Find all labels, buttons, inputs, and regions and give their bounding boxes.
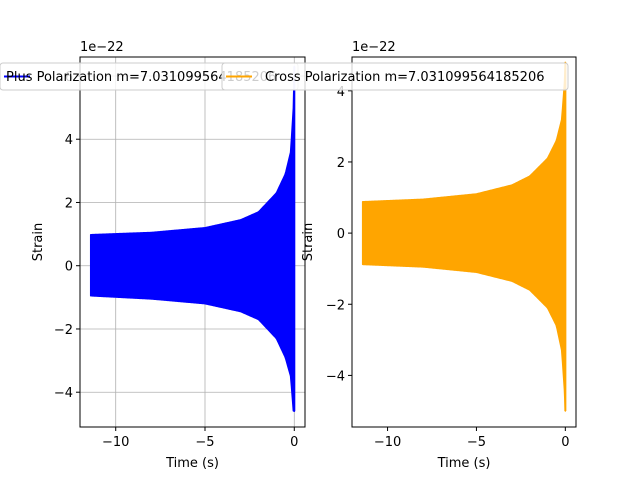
y-axis-ticks: −4 −2 0 2 4 (326, 85, 352, 384)
y-tick-label: 2 (65, 196, 73, 211)
x-tick-label: −5 (195, 435, 214, 450)
x-axis-ticks: −10 −5 0 (374, 427, 569, 450)
axes-frame (79, 56, 306, 428)
y-tick-label: −4 (54, 386, 73, 401)
x-tick-label: 0 (290, 435, 298, 450)
y-tick-label: 4 (65, 133, 73, 148)
axes-frame (351, 56, 577, 428)
y-tick-label: 0 (65, 260, 73, 275)
y-tick-label: −2 (326, 298, 345, 313)
legend-box (221, 62, 569, 91)
legend-label: Plus Polarization m=7.031099564185206 (6, 70, 276, 85)
cross-polarization-plot: −10 −5 0 −4 −2 0 2 4 1e−22 Time (s) Strain (301, 40, 577, 471)
legend-label: Cross Polarization m=7.031099564185206 (265, 70, 544, 85)
y-tick-label: −2 (54, 323, 73, 338)
y-tick-label: 2 (337, 156, 345, 171)
x-tick-label: −10 (102, 435, 129, 450)
waveform-plus (89, 65, 296, 412)
x-tick-label: −5 (467, 435, 486, 450)
y-offset-text: 1e−22 (352, 40, 396, 55)
x-axis-label: Time (s) (165, 456, 219, 471)
x-tick-label: 0 (561, 435, 569, 450)
x-axis-label: Time (s) (437, 456, 491, 471)
y-tick-label: 4 (337, 85, 345, 100)
y-tick-label: 0 (337, 227, 345, 242)
x-tick-label: −10 (374, 435, 401, 450)
y-axis-label: Strain (301, 223, 316, 262)
y-offset-text: 1e−22 (80, 40, 124, 55)
plot-area (89, 65, 296, 412)
y-axis-label: Strain (31, 223, 46, 262)
legend: Cross Polarization m=7.031099564185206 (221, 62, 569, 91)
x-axis-ticks: −10 −5 0 (102, 427, 298, 450)
plot-area (361, 61, 567, 412)
y-tick-label: −4 (326, 369, 345, 384)
